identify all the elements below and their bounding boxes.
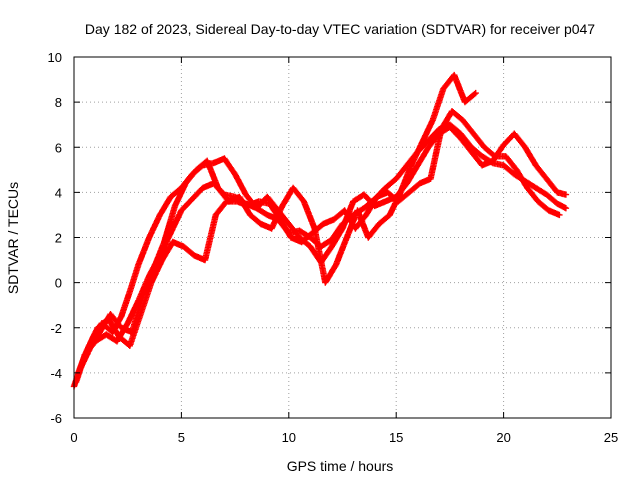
y-tick-label: -2 <box>50 321 62 336</box>
y-axis-label: SDTVAR / TECUs <box>5 182 21 294</box>
y-tick-label: 2 <box>55 231 62 246</box>
y-tick-label: 8 <box>55 95 62 110</box>
x-tick-label: 20 <box>496 430 510 445</box>
y-tick-label: 4 <box>55 185 62 200</box>
x-tick-label: 15 <box>389 430 403 445</box>
x-tick-label: 25 <box>604 430 618 445</box>
series-track-d <box>77 71 479 372</box>
grid-layer <box>74 57 611 418</box>
y-tick-label: 10 <box>48 50 62 65</box>
tick-label-layer: 0 5 10 15 20 25 -6 -4 -2 0 2 4 6 8 10 <box>48 50 619 445</box>
x-tick-label: 5 <box>178 430 185 445</box>
tick-layer <box>73 56 612 419</box>
x-axis-label: GPS time / hours <box>287 458 394 474</box>
x-tick-label: 10 <box>282 430 296 445</box>
y-tick-label: -6 <box>50 411 62 426</box>
series-markers <box>77 71 479 372</box>
y-tick-label: 0 <box>55 276 62 291</box>
y-tick-label: -4 <box>50 366 62 381</box>
chart-title: Day 182 of 2023, Sidereal Day-to-day VTE… <box>85 21 595 37</box>
y-tick-label: 6 <box>55 140 62 155</box>
x-tick-label: 0 <box>70 430 77 445</box>
